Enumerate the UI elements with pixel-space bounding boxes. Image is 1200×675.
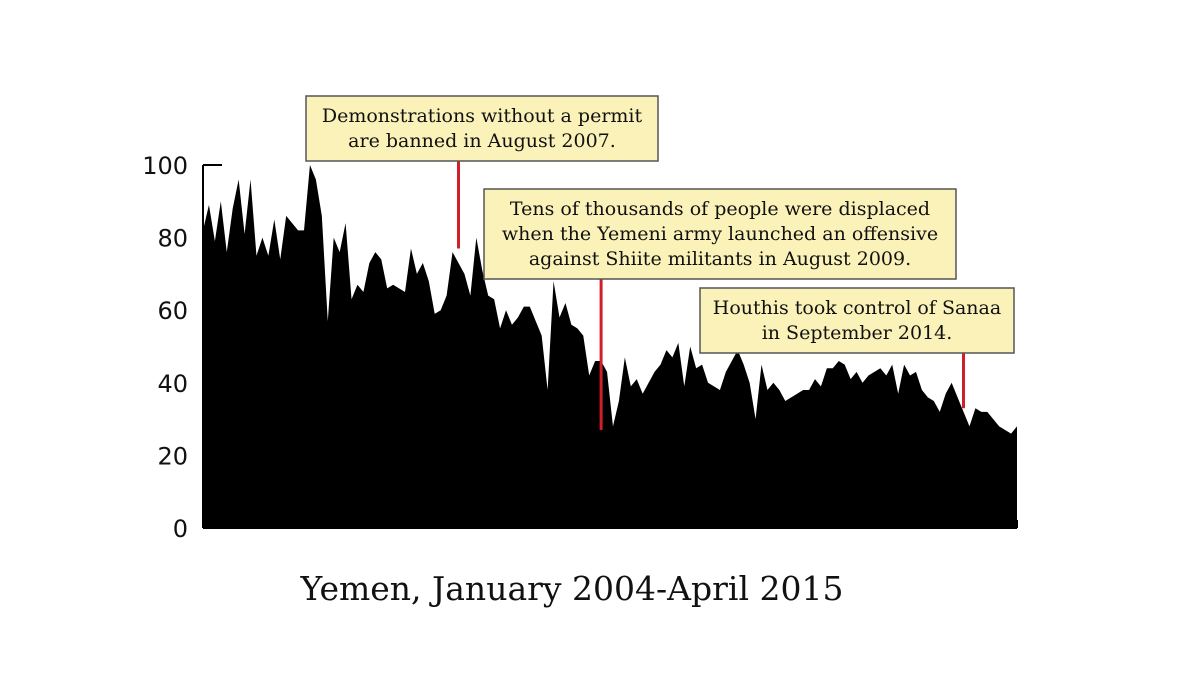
y-tick-label: 80 — [157, 225, 188, 253]
y-tick-label: 40 — [157, 370, 188, 398]
annotation-text: Demonstrations without a permit — [322, 105, 643, 127]
y-tick-labels: 0 20 40 60 80 100 — [142, 152, 188, 543]
y-tick-label: 0 — [173, 515, 188, 543]
annotation-box — [699, 287, 1015, 354]
area-series — [203, 165, 1017, 528]
y-tick-label: 60 — [157, 297, 188, 325]
annotation-text: against Shiite militants in August 2009. — [529, 248, 911, 270]
chart-title: Yemen, January 2004-April 2015 — [300, 569, 844, 608]
annotation-box — [483, 188, 957, 280]
annotation: Houthis took control of Sanaa in Septembe… — [699, 287, 1015, 409]
annotation-text: Houthis took control of Sanaa — [713, 297, 1001, 319]
annotation-text: in September 2014. — [762, 322, 953, 344]
annotation-text: when the Yemeni army launched an offensi… — [502, 223, 938, 245]
annotation-box — [305, 95, 659, 162]
annotation: Demonstrations without a permit are banne… — [305, 95, 659, 249]
annotation: Tens of thousands of people were displac… — [483, 188, 957, 430]
annotation-text: are banned in August 2007. — [348, 130, 616, 152]
annotations: Demonstrations without a permit are banne… — [305, 95, 1015, 430]
y-tick-label: 20 — [157, 442, 188, 470]
annotation-text: Tens of thousands of people were displac… — [510, 198, 930, 220]
y-tick-label: 100 — [142, 152, 188, 180]
